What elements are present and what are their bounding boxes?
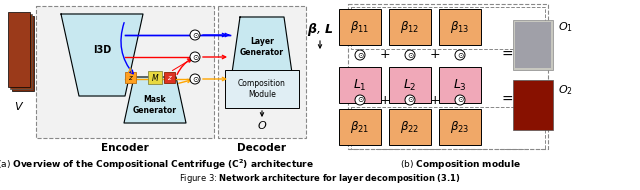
Text: Figure 3: $\mathbf{Network\ architecture\ for\ layer\ decomposition\ (3.1)}$: Figure 3: $\mathbf{Network\ architecture… bbox=[179, 172, 461, 185]
Text: +: + bbox=[380, 93, 390, 107]
Text: $\beta_{13}$: $\beta_{13}$ bbox=[451, 19, 470, 35]
Circle shape bbox=[455, 95, 465, 105]
Circle shape bbox=[405, 50, 415, 60]
Text: $L_2$: $L_2$ bbox=[403, 78, 417, 93]
Text: $O$: $O$ bbox=[257, 119, 267, 131]
Text: ⊙: ⊙ bbox=[407, 51, 413, 59]
Text: $L_3$: $L_3$ bbox=[453, 78, 467, 93]
Text: +: + bbox=[380, 48, 390, 62]
Text: $V$: $V$ bbox=[14, 100, 24, 112]
Bar bbox=[513, 80, 553, 130]
Text: $O_2$: $O_2$ bbox=[558, 83, 573, 97]
Bar bbox=[148, 71, 162, 84]
Text: ⊙: ⊙ bbox=[357, 51, 363, 59]
Polygon shape bbox=[61, 14, 143, 96]
Text: (b) $\mathbf{Composition\ module}$: (b) $\mathbf{Composition\ module}$ bbox=[399, 158, 520, 171]
FancyBboxPatch shape bbox=[218, 6, 306, 138]
Circle shape bbox=[355, 95, 365, 105]
Text: Mask
Generator: Mask Generator bbox=[133, 95, 177, 115]
Text: ⊙: ⊙ bbox=[192, 74, 198, 83]
Bar bbox=[513, 20, 553, 70]
Bar bbox=[8, 12, 30, 87]
Text: =: = bbox=[501, 93, 513, 107]
Circle shape bbox=[355, 50, 365, 60]
Bar bbox=[389, 109, 431, 145]
Bar bbox=[339, 67, 381, 103]
Polygon shape bbox=[230, 17, 294, 87]
Bar bbox=[10, 14, 32, 89]
Bar bbox=[389, 67, 431, 103]
Text: $\beta_{21}$: $\beta_{21}$ bbox=[350, 119, 370, 135]
Text: Composition
Module: Composition Module bbox=[238, 79, 286, 99]
Bar bbox=[339, 109, 381, 145]
Text: $z$: $z$ bbox=[127, 74, 133, 82]
Text: Encoder: Encoder bbox=[101, 143, 149, 153]
Text: Layer
Generator: Layer Generator bbox=[240, 37, 284, 57]
Text: ⊙: ⊙ bbox=[192, 31, 198, 40]
Bar bbox=[12, 16, 34, 91]
Bar bbox=[389, 9, 431, 45]
Text: (a) $\mathbf{Overview\ of\ the\ Compositional\ Centrifuge\ (C^2)\ architecture}$: (a) $\mathbf{Overview\ of\ the\ Composit… bbox=[0, 158, 314, 172]
Bar bbox=[439, 67, 481, 103]
Circle shape bbox=[405, 95, 415, 105]
Text: ⊙: ⊙ bbox=[357, 96, 363, 105]
Text: $\boldsymbol{\beta}$, $\boldsymbol{L}$: $\boldsymbol{\beta}$, $\boldsymbol{L}$ bbox=[307, 21, 333, 39]
FancyBboxPatch shape bbox=[36, 6, 214, 138]
Text: $\beta_{12}$: $\beta_{12}$ bbox=[401, 19, 420, 35]
Text: $\beta_{11}$: $\beta_{11}$ bbox=[350, 19, 370, 35]
Bar bbox=[125, 72, 136, 83]
Bar bbox=[164, 72, 175, 83]
Text: +: + bbox=[429, 48, 440, 62]
Bar bbox=[225, 70, 299, 108]
Text: $\beta_{23}$: $\beta_{23}$ bbox=[451, 119, 470, 135]
Circle shape bbox=[190, 52, 200, 62]
Circle shape bbox=[455, 50, 465, 60]
Text: +: + bbox=[429, 93, 440, 107]
Text: Decoder: Decoder bbox=[237, 143, 287, 153]
Text: $z$: $z$ bbox=[166, 74, 172, 82]
Bar bbox=[515, 22, 551, 68]
Text: =: = bbox=[501, 48, 513, 62]
Text: $\beta_{22}$: $\beta_{22}$ bbox=[401, 119, 420, 135]
Bar bbox=[339, 9, 381, 45]
Text: I3D: I3D bbox=[93, 45, 111, 55]
Bar bbox=[439, 9, 481, 45]
Polygon shape bbox=[124, 77, 186, 123]
Text: $M$: $M$ bbox=[151, 72, 159, 83]
Circle shape bbox=[190, 30, 200, 40]
Circle shape bbox=[190, 74, 200, 84]
Text: ⊙: ⊙ bbox=[407, 96, 413, 105]
Text: ⊙: ⊙ bbox=[457, 96, 463, 105]
Bar bbox=[439, 109, 481, 145]
Text: ⊙: ⊙ bbox=[457, 51, 463, 59]
Text: ⊙: ⊙ bbox=[192, 52, 198, 62]
Text: $O_1$: $O_1$ bbox=[558, 20, 573, 34]
Text: $L_1$: $L_1$ bbox=[353, 78, 367, 93]
